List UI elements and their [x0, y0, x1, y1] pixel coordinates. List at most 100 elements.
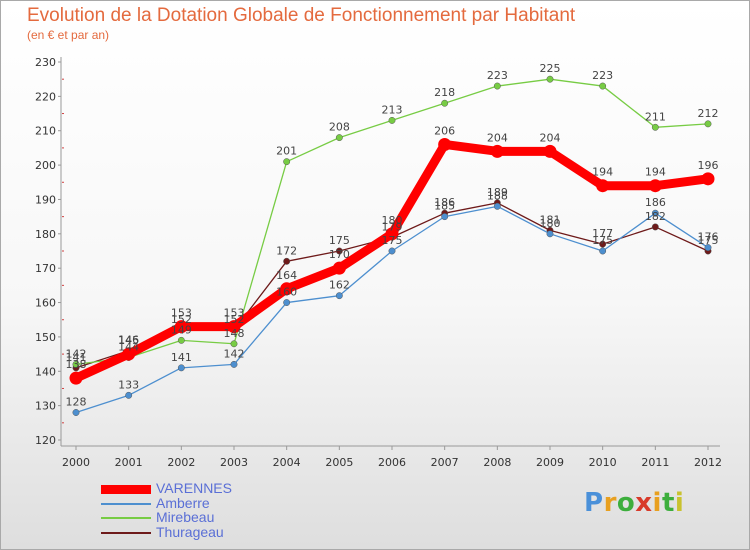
data-label: 206: [434, 124, 455, 137]
data-label: 170: [329, 248, 350, 261]
data-label: 141: [66, 351, 87, 364]
data-point: [72, 360, 80, 368]
data-label: 160: [276, 286, 297, 299]
chart-title: Evolution de la Dotation Globale de Fonc…: [27, 5, 576, 26]
y-tick-label: 230: [35, 56, 56, 69]
data-label: 177: [592, 227, 613, 240]
data-point: [704, 120, 712, 128]
y-tick-label: 160: [35, 297, 56, 310]
data-point: [599, 82, 607, 90]
data-label: 182: [645, 210, 666, 223]
data-label: 142: [224, 347, 245, 360]
data-label: 162: [329, 279, 350, 292]
data-label: 153: [224, 307, 245, 320]
x-tick-label: 2006: [378, 456, 406, 469]
data-point: [385, 227, 399, 241]
data-label: 189: [487, 186, 508, 199]
data-point: [335, 134, 343, 142]
chart-subtitle: (en € et par an): [27, 28, 110, 42]
data-label: 141: [171, 351, 192, 364]
legend-swatch: [101, 531, 151, 534]
data-point: [335, 247, 343, 255]
x-tick-label: 2001: [115, 456, 143, 469]
x-tick-label: 2000: [62, 456, 90, 469]
data-point: [599, 240, 607, 248]
data-point: [177, 364, 185, 372]
legend-swatch: [101, 502, 151, 505]
data-label: 223: [487, 69, 508, 82]
data-label: 142: [66, 347, 87, 360]
legend-label: Mirebeau: [156, 509, 215, 525]
data-label: 179: [382, 220, 403, 233]
data-point: [335, 292, 343, 300]
y-tick-label: 180: [35, 228, 56, 241]
data-label: 181: [540, 213, 561, 226]
legend-label: Amberre: [156, 494, 210, 511]
data-point: [651, 223, 659, 231]
y-tick-label: 190: [35, 193, 56, 206]
legend-label: Thurageau: [156, 523, 224, 540]
data-point: [177, 336, 185, 344]
data-label: 144: [118, 341, 139, 354]
data-point: [388, 116, 396, 124]
y-tick-label: 210: [35, 125, 56, 138]
y-tick-label: 130: [35, 400, 56, 413]
x-tick-label: 2012: [694, 456, 722, 469]
data-label: 175: [382, 234, 403, 247]
data-point: [596, 179, 610, 193]
data-point: [546, 75, 554, 83]
data-point: [701, 172, 715, 186]
data-label: 152: [224, 313, 245, 326]
data-point: [230, 360, 238, 368]
x-tick-label: 2008: [483, 456, 511, 469]
data-point: [493, 82, 501, 90]
x-tick-label: 2009: [536, 456, 564, 469]
legend-swatch: [101, 517, 151, 519]
data-label: 212: [698, 107, 719, 120]
x-tick-label: 2004: [273, 456, 301, 469]
data-label: 186: [645, 196, 666, 209]
data-point: [651, 209, 659, 217]
data-label: 175: [698, 234, 719, 247]
logo-letter: i: [674, 488, 685, 518]
logo-letter: o: [616, 488, 636, 518]
data-point: [122, 347, 136, 361]
data-label: 128: [66, 396, 87, 409]
data-label: 201: [276, 145, 297, 158]
series-line-varennes: [74, 139, 709, 383]
data-label: 138: [66, 358, 87, 371]
data-label: 196: [698, 159, 719, 172]
data-label: 188: [487, 189, 508, 202]
data-point: [283, 158, 291, 166]
data-point: [125, 391, 133, 399]
data-label: 145: [118, 334, 139, 347]
data-point: [332, 261, 346, 275]
data-label: 225: [540, 62, 561, 75]
data-label: 213: [382, 103, 403, 116]
data-label: 148: [224, 327, 245, 340]
y-tick-label: 170: [35, 262, 56, 275]
data-label: 176: [698, 231, 719, 244]
logo-letter: i: [652, 488, 662, 518]
data-label: 223: [592, 69, 613, 82]
data-point: [230, 340, 238, 348]
data-label: 133: [118, 378, 139, 391]
data-label: 153: [171, 307, 192, 320]
data-point: [490, 144, 504, 158]
data-label: 180: [540, 217, 561, 230]
data-label: 185: [434, 200, 455, 213]
data-point: [648, 179, 662, 193]
data-label: 211: [645, 110, 666, 123]
data-point: [283, 257, 291, 265]
data-point: [280, 282, 294, 296]
data-label: 218: [434, 86, 455, 99]
x-tick-label: 2005: [325, 456, 353, 469]
data-label: 194: [592, 166, 613, 179]
data-point: [704, 244, 712, 252]
y-tick-label: 220: [35, 90, 56, 103]
x-tick-label: 2002: [167, 456, 195, 469]
data-point: [651, 123, 659, 131]
y-tick-label: 150: [35, 331, 56, 344]
data-point: [388, 247, 396, 255]
logo-letter: r: [603, 488, 617, 518]
